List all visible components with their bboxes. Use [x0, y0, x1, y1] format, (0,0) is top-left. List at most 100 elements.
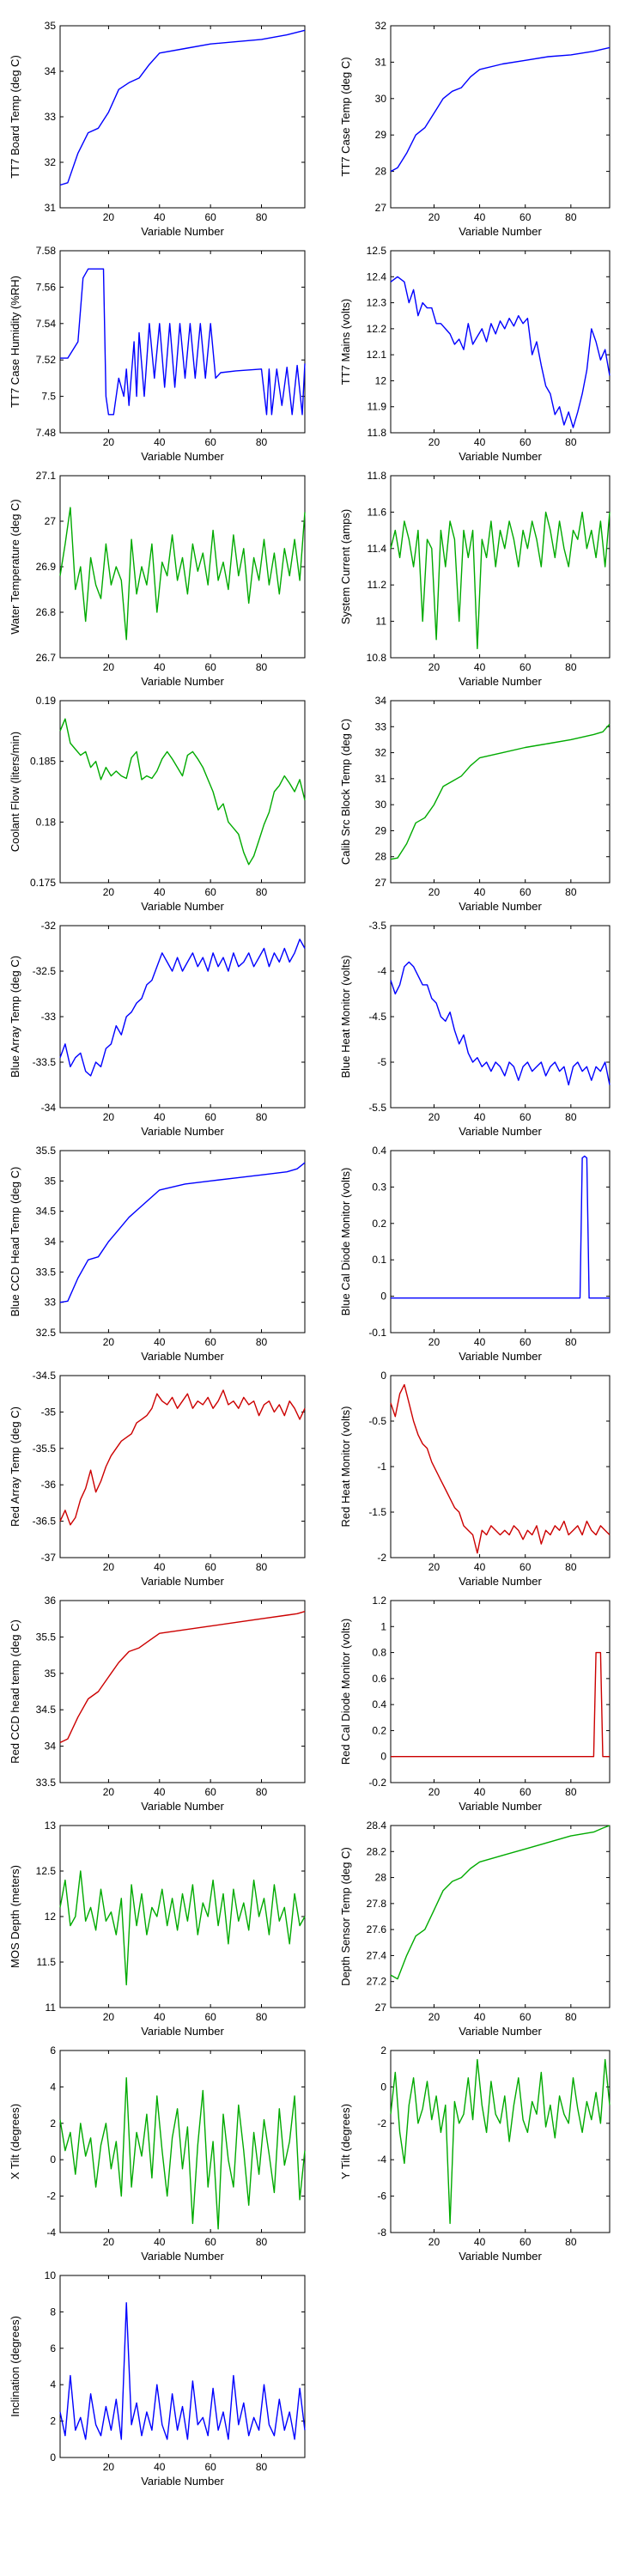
y-axis-label: Blue Heat Monitor (volts)	[339, 955, 352, 1078]
y-tick-label: -32	[41, 920, 57, 932]
x-axis-label: Variable Number	[141, 2475, 224, 2488]
x-axis-label: Variable Number	[141, 1125, 224, 1138]
y-tick-label: 11.6	[368, 506, 387, 518]
x-tick-label: 60	[204, 2461, 216, 2473]
y-tick-label: -2	[46, 2190, 56, 2202]
y-tick-label: -35.5	[33, 1443, 57, 1455]
y-tick-label: -4	[46, 2227, 56, 2239]
chart-panel-13: 20 40 60 80 -37 -36.5 -36 -35.5 -35 -34.5 Variable…	[9, 1370, 306, 1588]
y-tick-label: -36	[41, 1479, 57, 1491]
y-tick-label: 0.8	[372, 1647, 386, 1659]
series-line	[390, 276, 611, 428]
x-tick-label: 60	[519, 1111, 532, 1123]
x-tick-label: 40	[154, 436, 166, 448]
chart-panel-15: 20 40 60 80 33.5 34 34.5 35 35.5 36 Variable Numbe…	[9, 1595, 306, 1813]
plot-area	[390, 250, 611, 434]
y-tick-label: 0.4	[372, 1145, 386, 1157]
y-tick-label: -2	[377, 1552, 386, 1564]
x-tick-label: 20	[103, 436, 115, 448]
plot-area	[390, 700, 611, 884]
y-tick-label: -5.5	[368, 1102, 386, 1114]
x-tick-label: 80	[565, 1336, 577, 1348]
y-tick-label: 35.5	[36, 1631, 57, 1643]
x-tick-label: 80	[256, 436, 268, 448]
x-tick-label: 80	[256, 1786, 268, 1798]
y-tick-label: -4.5	[368, 1011, 386, 1023]
x-tick-label: 20	[103, 2236, 115, 2248]
y-tick-label: 12.5	[367, 245, 387, 257]
y-tick-label: 27.2	[367, 1976, 387, 1988]
plot-area	[390, 1375, 611, 1558]
chart-panel-21: 20 40 60 80 0 2 4 6 8 10 Variable Number Inclinatio…	[9, 2269, 306, 2488]
y-tick-label: 29	[375, 824, 387, 836]
y-axis-label: TT7 Board Temp (deg C)	[9, 55, 21, 179]
y-tick-label: 36	[45, 1595, 57, 1607]
x-tick-label: 80	[256, 211, 268, 223]
y-axis-label: Red Array Temp (deg C)	[9, 1406, 21, 1527]
y-tick-label: 34	[45, 1236, 57, 1248]
y-tick-label: -1.5	[368, 1506, 386, 1518]
y-tick-label: 7.52	[36, 354, 57, 366]
chart-panel-16: 20 40 60 80 -0.2 0 0.2 0.4 0.6 0.8 1 1.2 Variable Nu…	[339, 1595, 611, 1813]
x-axis-label: Variable Number	[141, 2025, 224, 2038]
y-tick-label: 11.4	[368, 543, 387, 555]
x-axis-label: Variable Number	[459, 450, 542, 463]
y-tick-label: 27	[375, 2002, 387, 2014]
x-tick-label: 40	[474, 1561, 486, 1573]
y-tick-label: 7.5	[41, 391, 56, 403]
x-tick-label: 40	[154, 211, 166, 223]
y-tick-label: 12.5	[36, 1865, 57, 1877]
y-tick-label: 0.175	[30, 877, 56, 889]
y-axis-label: MOS Depth (meters)	[9, 1865, 21, 1968]
x-tick-label: 40	[474, 1786, 486, 1798]
y-tick-label: 0.1	[372, 1254, 386, 1266]
series-line	[390, 723, 611, 860]
x-tick-label: 60	[519, 2236, 532, 2248]
x-tick-label: 20	[428, 1786, 440, 1798]
chart-panel-12: 20 40 60 80 -0.1 0 0.1 0.2 0.3 0.4 Variable Number…	[339, 1145, 611, 1363]
y-tick-label: 27	[375, 202, 387, 214]
x-tick-label: 40	[154, 1786, 166, 1798]
y-tick-label: 10.8	[367, 652, 387, 664]
x-tick-label: 60	[204, 886, 216, 898]
x-tick-label: 80	[256, 2011, 268, 2023]
y-axis-label: Water Temperature (deg C)	[9, 499, 21, 635]
series-line	[60, 268, 306, 416]
y-axis-label: Inclination (degrees)	[9, 2316, 21, 2417]
y-tick-label: -1	[377, 1461, 386, 1473]
y-tick-label: 7.54	[36, 318, 57, 330]
x-tick-label: 80	[565, 1786, 577, 1798]
y-tick-label: 8	[50, 2306, 56, 2318]
chart-panel-11: 20 40 60 80 32.5 33 33.5 34 34.5 35 35.5 Variable N…	[9, 1145, 306, 1363]
x-tick-label: 20	[103, 886, 115, 898]
y-tick-label: 4	[50, 2379, 56, 2391]
series-line	[391, 1651, 610, 1758]
y-tick-label: 26.8	[36, 606, 57, 618]
x-tick-label: 20	[103, 2011, 115, 2023]
y-axis-label: Red Cal Diode Monitor (volts)	[339, 1619, 352, 1765]
y-axis-label: Blue Cal Diode Monitor (volts)	[339, 1168, 352, 1316]
y-axis-label: Red CCD head temp (deg C)	[9, 1619, 21, 1764]
x-tick-label: 60	[204, 1786, 216, 1798]
chart-panel-2: 20 40 60 80 27 28 29 30 31 32 Variable Number TT7 C…	[339, 20, 611, 238]
plot-area	[59, 25, 306, 209]
x-tick-label: 20	[428, 1561, 440, 1573]
x-tick-label: 60	[204, 211, 216, 223]
x-axis-label: Variable Number	[141, 450, 224, 463]
x-tick-label: 80	[256, 1111, 268, 1123]
y-tick-label: -36.5	[33, 1516, 57, 1528]
y-tick-label: 28.4	[367, 1820, 387, 1832]
x-tick-label: 20	[428, 436, 440, 448]
x-tick-label: 20	[103, 661, 115, 673]
chart-panel-8: 20 40 60 80 27 28 29 30 31 32 33 34 Variable Number C…	[339, 695, 611, 913]
y-axis-label: Y Tilt (degrees)	[339, 2104, 352, 2179]
x-tick-label: 20	[103, 2461, 115, 2473]
x-tick-label: 80	[565, 1561, 577, 1573]
x-tick-label: 20	[103, 1786, 115, 1798]
series-line	[59, 29, 306, 186]
x-tick-label: 40	[154, 2011, 166, 2023]
y-tick-label: 2	[50, 2117, 56, 2129]
x-tick-label: 40	[474, 1336, 486, 1348]
x-tick-label: 20	[428, 2236, 440, 2248]
x-axis-label: Variable Number	[141, 2250, 224, 2263]
